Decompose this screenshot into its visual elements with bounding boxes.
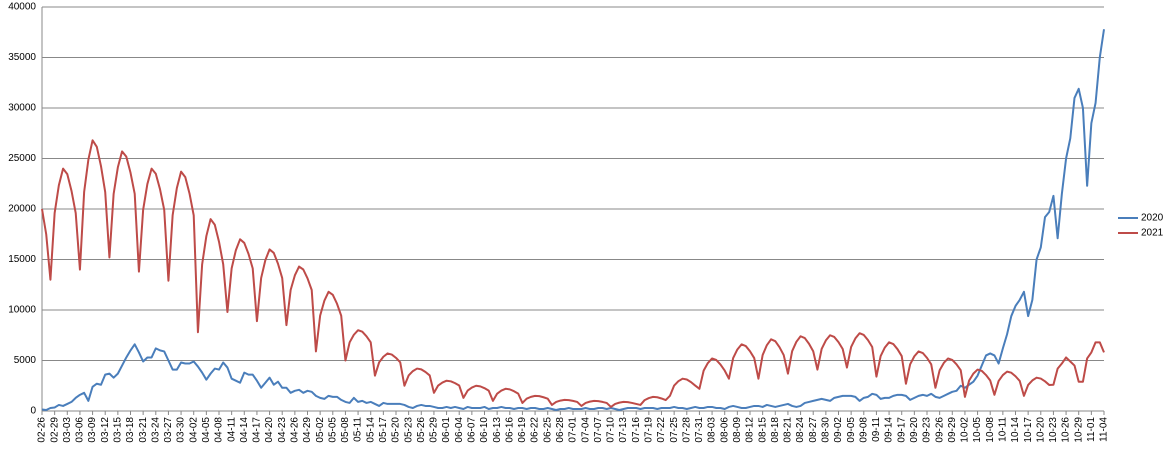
x-tick-label: 05-17 xyxy=(378,417,389,443)
x-tick-label: 09-20 xyxy=(909,417,920,443)
x-tick-label: 06-19 xyxy=(517,417,528,443)
x-tick-label: 06-16 xyxy=(504,417,515,443)
x-tick-label: 10-14 xyxy=(1010,417,1021,443)
x-tick-label: 04-11 xyxy=(226,417,237,442)
x-tick-label: 06-04 xyxy=(454,417,465,443)
x-tick-label: 09-11 xyxy=(871,417,882,442)
x-tick-label: 09-17 xyxy=(896,417,907,443)
x-tick-label: 10-11 xyxy=(997,417,1008,442)
x-tick-label: 03-09 xyxy=(87,417,98,443)
x-tick-label: 10-08 xyxy=(985,417,996,443)
x-tick-label: 04-17 xyxy=(252,417,263,443)
x-tick-label: 08-18 xyxy=(770,417,781,443)
x-tick-label: 08-30 xyxy=(820,417,831,443)
x-tick-label: 07-19 xyxy=(643,417,654,443)
x-tick-label: 07-13 xyxy=(618,417,629,443)
x-tick-label: 07-10 xyxy=(606,417,617,443)
x-tick-label: 03-15 xyxy=(112,417,123,443)
x-tick-label: 06-07 xyxy=(466,417,477,443)
y-tick-label: 5000 xyxy=(14,355,37,366)
x-tick-label: 10-26 xyxy=(1061,417,1072,443)
x-tick-label: 03-30 xyxy=(176,417,187,443)
x-tick-label: 06-25 xyxy=(542,417,553,443)
x-tick-label: 09-29 xyxy=(947,417,958,443)
x-tick-label: 04-20 xyxy=(264,417,275,443)
y-tick-label: 25000 xyxy=(8,153,36,164)
x-tick-label: 07-16 xyxy=(631,417,642,443)
x-tick-label: 08-12 xyxy=(745,417,756,443)
x-tick-label: 05-11 xyxy=(353,417,364,442)
x-tick-label: 05-08 xyxy=(340,417,351,443)
x-tick-label: 02-26 xyxy=(37,417,48,443)
x-tick-label: 10-02 xyxy=(960,417,971,443)
x-tick-label: 07-01 xyxy=(568,417,579,443)
x-tick-label: 09-23 xyxy=(922,417,933,443)
x-tick-label: 07-31 xyxy=(694,417,705,443)
x-tick-label: 05-14 xyxy=(365,417,376,443)
x-tick-label: 10-23 xyxy=(1048,417,1059,443)
x-tick-label: 03-03 xyxy=(62,417,73,443)
x-tick-label: 09-05 xyxy=(846,417,857,443)
x-tick-label: 05-02 xyxy=(315,417,326,443)
y-tick-label: 10000 xyxy=(8,305,36,316)
x-tick-label: 07-25 xyxy=(669,417,680,443)
x-tick-label: 09-14 xyxy=(884,417,895,443)
x-tick-label: 08-24 xyxy=(795,417,806,443)
y-tick-label: 15000 xyxy=(8,254,36,265)
x-tick-label: 06-22 xyxy=(530,417,541,443)
x-tick-label: 04-02 xyxy=(188,417,199,443)
x-tick-label: 05-05 xyxy=(327,417,338,443)
x-tick-label: 04-23 xyxy=(277,417,288,443)
y-tick-label: 0 xyxy=(30,406,36,417)
x-tick-label: 02-29 xyxy=(49,417,60,443)
x-tick-label: 04-14 xyxy=(239,417,250,443)
x-tick-label: 10-17 xyxy=(1023,417,1034,443)
x-tick-label: 09-02 xyxy=(833,417,844,443)
x-tick-label: 05-26 xyxy=(416,417,427,443)
x-tick-label: 04-26 xyxy=(289,417,300,443)
x-tick-label: 06-13 xyxy=(492,417,503,443)
x-tick-label: 06-01 xyxy=(441,417,452,443)
x-tick-label: 06-28 xyxy=(555,417,566,443)
series-line xyxy=(41,139,1105,408)
x-tick-label: 07-04 xyxy=(580,417,591,443)
x-tick-label: 07-07 xyxy=(593,417,604,443)
x-tick-label: 08-21 xyxy=(783,417,794,443)
legend-label: 2021 xyxy=(1141,228,1164,239)
x-tick-label: 04-29 xyxy=(302,417,313,443)
x-tick-label: 06-10 xyxy=(479,417,490,443)
x-tick-label: 07-28 xyxy=(681,417,692,443)
x-tick-label: 03-21 xyxy=(138,417,149,443)
x-tick-label: 04-08 xyxy=(214,417,225,443)
legend-label: 2020 xyxy=(1141,213,1164,224)
x-tick-label: 10-29 xyxy=(1073,417,1084,443)
x-tick-label: 08-09 xyxy=(732,417,743,443)
x-tick-label: 03-18 xyxy=(125,417,136,443)
x-tick-label: 11-04 xyxy=(1099,417,1110,442)
x-tick-label: 05-29 xyxy=(429,417,440,443)
x-tick-label: 03-27 xyxy=(163,417,174,443)
x-tick-label: 09-08 xyxy=(858,417,869,443)
x-tick-label: 04-05 xyxy=(201,417,212,443)
x-tick-label: 10-05 xyxy=(972,417,983,443)
y-tick-label: 20000 xyxy=(8,204,36,215)
y-tick-label: 35000 xyxy=(8,52,36,63)
x-tick-label: 03-06 xyxy=(75,417,86,443)
x-tick-label: 08-03 xyxy=(707,417,718,443)
y-tick-label: 30000 xyxy=(8,103,36,114)
x-tick-label: 09-26 xyxy=(934,417,945,443)
x-tick-label: 05-23 xyxy=(403,417,414,443)
x-tick-label: 10-20 xyxy=(1035,417,1046,443)
x-tick-label: 07-22 xyxy=(656,417,667,443)
x-tick-label: 08-15 xyxy=(757,417,768,443)
y-tick-label: 40000 xyxy=(8,2,36,13)
x-tick-label: 05-20 xyxy=(391,417,402,443)
x-tick-label: 08-27 xyxy=(808,417,819,443)
x-tick-label: 11-01 xyxy=(1086,417,1097,442)
x-tick-label: 08-06 xyxy=(719,417,730,443)
x-tick-label: 03-24 xyxy=(150,417,161,443)
x-tick-label: 03-12 xyxy=(100,417,111,443)
series-line xyxy=(41,29,1105,411)
